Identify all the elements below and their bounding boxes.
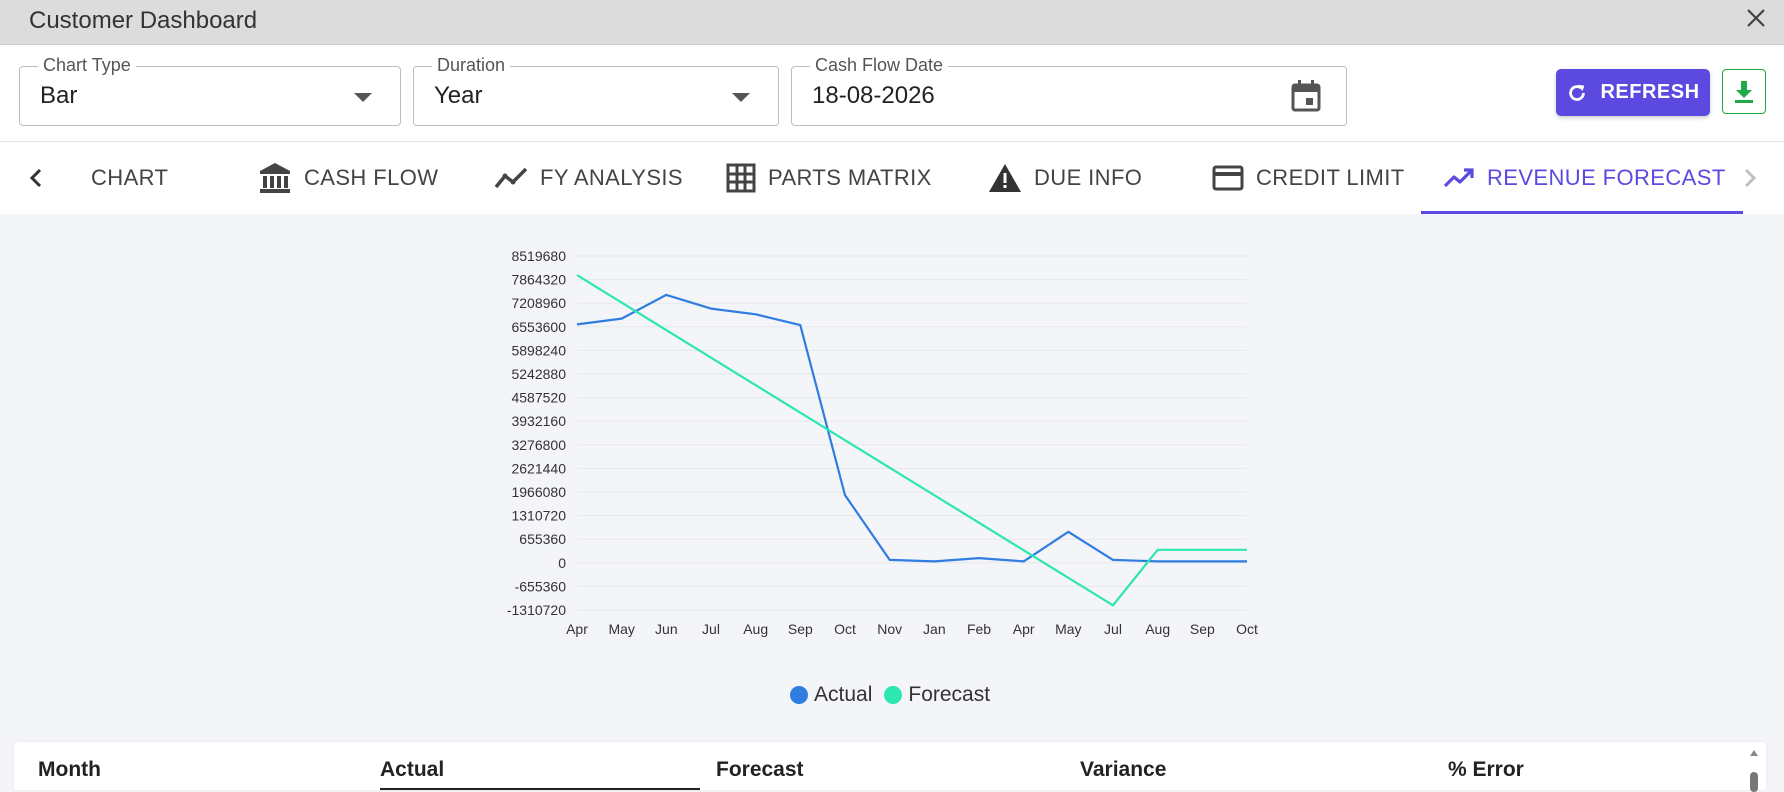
y-tick-label: 3932160 — [511, 413, 566, 429]
legend-item-actual[interactable]: Actual — [790, 683, 872, 707]
tab-label: FY ANALYSIS — [540, 165, 683, 190]
column-resize-indicator — [380, 788, 700, 790]
legend-item-forecast[interactable]: Forecast — [884, 683, 990, 707]
tab-cash-flow[interactable]: CASH FLOW — [258, 142, 438, 214]
tab-label: REVENUE FORECAST — [1487, 165, 1726, 190]
y-tick-label: 655360 — [519, 531, 566, 547]
x-tick-label: Jan — [923, 621, 946, 637]
x-tick-label: Oct — [1236, 621, 1258, 637]
chevron-left-icon[interactable] — [23, 164, 51, 192]
tab-bar: CHART CASH FLOW FY ANALYSIS PARTS MATRIX — [0, 142, 1784, 214]
x-tick-label: Feb — [967, 621, 991, 637]
x-tick-label: May — [608, 621, 634, 637]
tab-label: CREDIT LIMIT — [1256, 165, 1405, 190]
chevron-down-icon[interactable] — [732, 93, 750, 102]
calendar-icon[interactable] — [1290, 79, 1322, 113]
chart-type-select[interactable]: Chart Type Bar — [19, 55, 401, 126]
trend-line-icon — [494, 167, 528, 189]
y-tick-label: 5898240 — [511, 342, 566, 358]
y-tick-label: 4587520 — [511, 390, 566, 406]
x-tick-label: Oct — [834, 621, 856, 637]
x-tick-label: Jul — [702, 621, 720, 637]
chevron-down-icon[interactable] — [354, 93, 372, 102]
tab-label: CHART — [91, 165, 169, 190]
refresh-icon — [1569, 84, 1586, 101]
x-tick-label: Nov — [877, 621, 902, 637]
refresh-button[interactable]: REFRESH — [1556, 69, 1710, 116]
grid-icon — [726, 163, 756, 193]
column-header-variance[interactable]: Variance — [1080, 758, 1167, 781]
x-tick-label: Jun — [655, 621, 678, 637]
y-tick-label: -1310720 — [507, 602, 566, 618]
column-header-month[interactable]: Month — [38, 758, 101, 781]
column-header-actual[interactable]: Actual — [380, 758, 445, 781]
chart-type-value: Bar — [40, 82, 78, 109]
tab-chart[interactable]: CHART — [91, 142, 168, 214]
legend-dot-forecast — [884, 686, 903, 704]
legend-label-actual: Actual — [814, 683, 873, 706]
x-tick-label: Sep — [788, 621, 813, 637]
x-tick-label: Aug — [743, 621, 768, 637]
credit-card-icon — [1212, 165, 1244, 191]
filter-toolbar: Chart Type Bar Duration Year Cash Flow D… — [0, 45, 1784, 142]
column-header-forecast[interactable]: Forecast — [716, 758, 804, 781]
window-title: Customer Dashboard — [29, 7, 258, 34]
title-bar: Customer Dashboard — [0, 0, 1784, 45]
scroll-thumb[interactable] — [1750, 772, 1758, 792]
tab-credit-limit[interactable]: CREDIT LIMIT — [1212, 142, 1405, 214]
tab-parts-matrix[interactable]: PARTS MATRIX — [726, 142, 932, 214]
bank-icon — [260, 163, 290, 193]
series-line-actual[interactable] — [576, 293, 1247, 563]
x-tick-label: Apr — [566, 621, 588, 637]
forecast-table-header: Month Actual Forecast Variance % Error — [14, 742, 1766, 792]
line-chart: 8519680786432072089606553600589824052428… — [507, 248, 1258, 637]
duration-select[interactable]: Duration Year — [413, 55, 779, 126]
duration-value: Year — [434, 82, 483, 109]
chevron-right-icon[interactable] — [1735, 164, 1763, 192]
tab-label: PARTS MATRIX — [768, 165, 932, 190]
y-tick-label: 7208960 — [511, 295, 566, 311]
x-tick-label: May — [1055, 621, 1081, 637]
tab-fy-analysis[interactable]: FY ANALYSIS — [494, 142, 683, 214]
y-tick-label: 1310720 — [511, 508, 566, 524]
duration-label: Duration — [432, 55, 511, 76]
y-tick-label: 8519680 — [511, 248, 566, 264]
refresh-label: REFRESH — [1600, 81, 1700, 103]
x-tick-label: Jul — [1104, 621, 1122, 637]
table-scrollbar[interactable] — [1750, 750, 1758, 792]
chart-legend: Actual Forecast — [790, 683, 990, 707]
legend-label-forecast: Forecast — [908, 683, 991, 706]
x-tick-label: Aug — [1145, 621, 1170, 637]
tab-revenue-forecast[interactable]: REVENUE FORECAST — [1421, 142, 1743, 214]
y-tick-label: 1966080 — [511, 484, 566, 500]
close-icon[interactable] — [1744, 6, 1768, 30]
y-tick-label: 6553600 — [511, 319, 566, 335]
cash-flow-date-value[interactable]: 18-08-2026 — [812, 82, 935, 109]
trending-up-icon — [1443, 168, 1474, 188]
cash-flow-date-field[interactable]: Cash Flow Date 18-08-2026 — [791, 55, 1347, 126]
y-tick-label: 0 — [558, 555, 566, 571]
revenue-forecast-chart: 8519680 7864320 7208960 6553600 5898240 52428… — [0, 214, 1784, 744]
x-tick-label: Sep — [1190, 621, 1215, 637]
chart-type-label: Chart Type — [38, 55, 136, 76]
x-tick-label: Apr — [1013, 621, 1035, 637]
legend-dot-actual — [790, 686, 808, 704]
tab-due-info[interactable]: DUE INFO — [988, 142, 1142, 214]
tab-label: CASH FLOW — [304, 165, 439, 190]
y-tick-label: 5242880 — [511, 366, 566, 382]
column-header-error[interactable]: % Error — [1448, 758, 1524, 781]
cash-flow-date-label: Cash Flow Date — [810, 55, 949, 76]
y-tick-label: -655360 — [515, 578, 567, 594]
tab-label: DUE INFO — [1034, 165, 1143, 190]
y-tick-label: 2621440 — [511, 460, 566, 476]
series-line-forecast[interactable] — [576, 274, 1247, 607]
download-icon — [1735, 80, 1753, 103]
scroll-up-icon[interactable] — [1750, 750, 1758, 756]
y-tick-label: 3276800 — [511, 437, 566, 453]
warning-icon — [989, 164, 1021, 192]
y-tick-label: 7864320 — [511, 272, 566, 288]
download-button[interactable] — [1722, 69, 1766, 114]
